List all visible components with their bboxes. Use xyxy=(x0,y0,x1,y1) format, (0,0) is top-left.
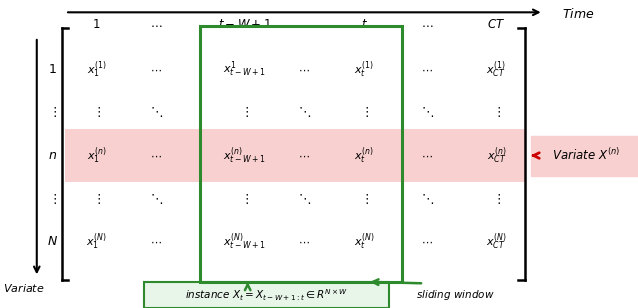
Text: $1$: $1$ xyxy=(93,18,101,31)
Text: $N$: $N$ xyxy=(47,235,58,248)
Text: $\ddots$: $\ddots$ xyxy=(298,105,311,120)
Text: $t-W+1$: $t-W+1$ xyxy=(218,18,271,31)
Text: $Time$: $Time$ xyxy=(563,7,595,21)
Text: $\cdots$: $\cdots$ xyxy=(421,18,433,31)
FancyBboxPatch shape xyxy=(144,282,389,308)
Text: $1$: $1$ xyxy=(48,63,57,76)
Text: $sliding\ window$: $sliding\ window$ xyxy=(416,288,494,302)
FancyBboxPatch shape xyxy=(65,129,524,182)
Text: $\cdots$: $\cdots$ xyxy=(299,64,310,74)
Text: $CT$: $CT$ xyxy=(487,18,505,31)
Text: $t$: $t$ xyxy=(360,18,367,31)
Text: $\cdots$: $\cdots$ xyxy=(421,237,433,247)
Text: $\vdots$: $\vdots$ xyxy=(492,192,501,206)
Text: $Variate$: $Variate$ xyxy=(3,282,45,294)
Text: $x_t^{(N)}$: $x_t^{(N)}$ xyxy=(354,231,375,252)
Text: $x_1^{(n)}$: $x_1^{(n)}$ xyxy=(87,145,107,166)
Text: $\vdots$: $\vdots$ xyxy=(240,105,249,120)
Text: $x_{t-W+1}^{1}$: $x_{t-W+1}^{1}$ xyxy=(223,59,266,79)
Text: $\vdots$: $\vdots$ xyxy=(48,105,57,120)
Text: $\vdots$: $\vdots$ xyxy=(240,192,249,206)
Text: $x_{t-W+1}^{(N)}$: $x_{t-W+1}^{(N)}$ xyxy=(223,231,266,252)
Text: $\cdots$: $\cdots$ xyxy=(298,18,311,31)
Text: $\vdots$: $\vdots$ xyxy=(92,192,101,206)
Text: $\cdots$: $\cdots$ xyxy=(150,18,163,31)
Text: $\cdots$: $\cdots$ xyxy=(299,237,310,247)
Text: $instance\ X_t = X_{t-W+1:t} \in R^{N\times W}$: $instance\ X_t = X_{t-W+1:t} \in R^{N\ti… xyxy=(185,287,348,303)
Text: $\vdots$: $\vdots$ xyxy=(492,105,501,120)
Text: $\vdots$: $\vdots$ xyxy=(48,192,57,206)
Text: $x_{t-W+1}^{(n)}$: $x_{t-W+1}^{(n)}$ xyxy=(223,145,266,166)
Text: $\ddots$: $\ddots$ xyxy=(420,192,434,206)
Text: $\ddots$: $\ddots$ xyxy=(298,192,311,206)
Text: $\ddots$: $\ddots$ xyxy=(420,105,434,120)
Text: $\vdots$: $\vdots$ xyxy=(360,192,369,206)
Text: $x_{CT}^{(1)}$: $x_{CT}^{(1)}$ xyxy=(487,59,506,80)
Text: $x_1^{(N)}$: $x_1^{(N)}$ xyxy=(86,231,107,252)
Text: $\cdots$: $\cdots$ xyxy=(151,151,162,160)
FancyBboxPatch shape xyxy=(531,136,638,176)
Text: $n$: $n$ xyxy=(48,149,57,162)
Text: $\cdots$: $\cdots$ xyxy=(151,64,162,74)
Text: $Variate\ X^{(n)}$: $Variate\ X^{(n)}$ xyxy=(552,148,619,164)
Text: $\vdots$: $\vdots$ xyxy=(92,105,101,120)
Text: $\cdots$: $\cdots$ xyxy=(299,151,310,160)
Text: $\cdots$: $\cdots$ xyxy=(421,151,433,160)
Text: $x_t^{(n)}$: $x_t^{(n)}$ xyxy=(354,145,374,166)
Text: $x_{CT}^{(N)}$: $x_{CT}^{(N)}$ xyxy=(486,231,507,252)
Text: $\ddots$: $\ddots$ xyxy=(150,192,163,206)
Text: $\vdots$: $\vdots$ xyxy=(360,105,369,120)
Text: $x_t^{(1)}$: $x_t^{(1)}$ xyxy=(354,59,374,80)
Text: $x_{CT}^{(n)}$: $x_{CT}^{(n)}$ xyxy=(487,145,506,166)
Text: $\cdots$: $\cdots$ xyxy=(151,237,162,247)
Text: $\ddots$: $\ddots$ xyxy=(150,105,163,120)
Text: $x_1^{(1)}$: $x_1^{(1)}$ xyxy=(87,59,107,80)
Text: $\cdots$: $\cdots$ xyxy=(421,64,433,74)
